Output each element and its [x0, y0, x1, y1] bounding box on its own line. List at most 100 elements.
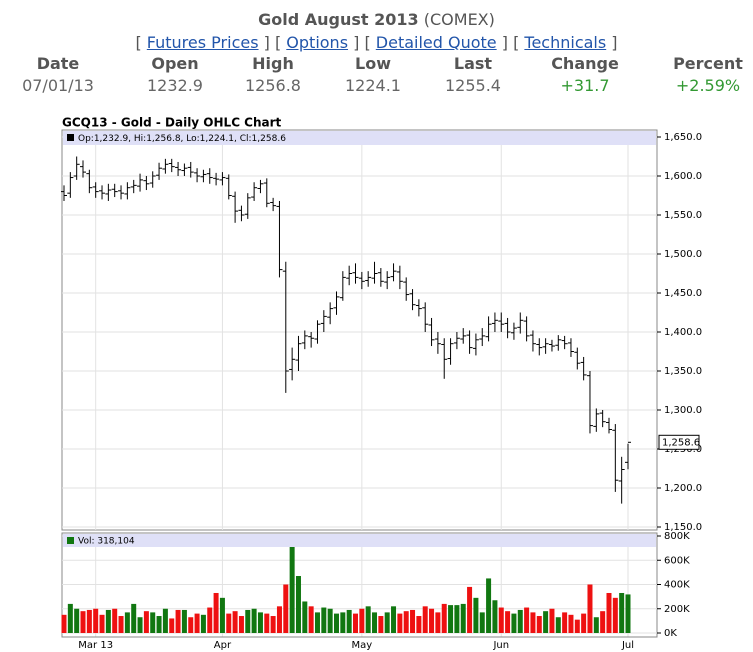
legend: Vol: 318,104	[78, 537, 135, 547]
volume-bar	[505, 611, 511, 633]
volume-bar	[283, 584, 289, 633]
quote-value: 07/01/13	[22, 76, 94, 95]
legend-band	[63, 131, 656, 145]
volume-bar	[365, 606, 371, 633]
volume-bar	[467, 586, 473, 633]
volume-bar	[619, 592, 625, 633]
y-tick-label: 1,300.0	[664, 405, 702, 416]
volume-bar	[448, 605, 454, 633]
volume-bar	[403, 611, 409, 633]
volume-bar	[200, 614, 206, 633]
quote-header: Low	[355, 54, 391, 73]
y-tick-label: 800K	[664, 531, 690, 542]
title: Gold August 2013	[258, 10, 419, 29]
volume-bar	[251, 608, 257, 633]
volume-bar	[473, 597, 479, 633]
volume-bar	[384, 612, 390, 633]
volume-bar	[188, 617, 194, 633]
legend-swatch	[67, 134, 74, 141]
y-tick-label: 1,450.0	[664, 288, 702, 299]
quote-header: Open	[151, 54, 199, 73]
volume-bar	[454, 605, 460, 633]
volume-bar	[517, 609, 523, 633]
volume-bar	[391, 606, 397, 633]
link[interactable]: Detailed Quote	[375, 33, 497, 52]
volume-bar	[181, 609, 187, 633]
volume-bar	[80, 611, 86, 633]
link[interactable]: Options	[286, 33, 349, 52]
volume-bar	[543, 611, 549, 633]
last-value-box	[658, 434, 700, 450]
volume-bar	[524, 607, 530, 633]
x-tick-label: Apr	[214, 640, 232, 651]
volume-bar	[219, 597, 225, 633]
volume-bar	[422, 606, 428, 633]
link[interactable]: Futures Prices	[146, 33, 259, 52]
volume-bar	[378, 616, 384, 633]
volume-bar	[429, 608, 435, 633]
header-title-line: Gold August 2013 (COMEX)	[0, 10, 753, 29]
y-tick-label: 1,600.0	[664, 171, 702, 182]
legend-swatch	[67, 537, 74, 544]
volume-bar	[143, 611, 149, 633]
volume-bar	[112, 608, 118, 633]
volume-bar	[321, 607, 327, 633]
volume-bar	[353, 613, 359, 633]
volume-bar	[612, 597, 618, 633]
volume-bar	[460, 603, 466, 633]
links: Futures Prices Options Detailed Quote Te…	[0, 33, 753, 52]
volume-bar	[289, 536, 295, 633]
legend: Op:1,232.9, Hi:1,256.8, Lo:1,224.1, Cl:1…	[78, 134, 286, 144]
volume-bar	[397, 613, 403, 633]
volume-bar	[194, 613, 200, 633]
quote-value: +2.59%	[675, 76, 741, 95]
volume-bar	[67, 603, 73, 633]
y-tick-label: 200K	[664, 604, 690, 615]
x-tick-label: May	[351, 640, 372, 651]
volume-bar	[137, 617, 143, 633]
volume-bar	[549, 608, 555, 633]
volume-bar	[410, 609, 416, 633]
y-tick-label: 1,400.0	[664, 327, 702, 338]
y-tick-label: 1,200.0	[664, 483, 702, 494]
quote-value: 1224.1	[345, 76, 401, 95]
y-tick-label: 400K	[664, 580, 690, 591]
volume-bar	[606, 592, 612, 633]
volume-bar	[270, 616, 276, 633]
volume-bar	[86, 609, 92, 633]
y-tick-label: 0K	[664, 628, 677, 639]
volume-bar	[346, 609, 352, 633]
volume-bar	[74, 608, 80, 633]
volume-bar	[340, 612, 346, 633]
y-tick-label: 1,500.0	[664, 249, 702, 260]
volume-bar	[555, 617, 561, 633]
x-tick-label: Jul	[621, 640, 634, 651]
link[interactable]: Technicals	[524, 33, 607, 52]
quote-value: 1255.4	[445, 76, 501, 95]
volume-bar	[314, 612, 320, 633]
volume-bar	[581, 613, 587, 633]
quote-header: Last	[453, 54, 493, 73]
volume-bar	[587, 584, 593, 633]
volume-bar	[593, 617, 599, 633]
volume-bar	[232, 611, 238, 633]
volume-bar	[511, 613, 517, 633]
quote-header: Change	[551, 54, 619, 73]
volume-bar	[175, 609, 181, 633]
quote-value: +31.7	[560, 76, 610, 95]
panel	[61, 129, 658, 531]
volume-bar	[308, 606, 314, 633]
y-tick-label: 1,550.0	[664, 210, 702, 221]
volume-bar	[99, 614, 105, 633]
volume-bar	[169, 618, 175, 633]
volume-bar	[238, 616, 244, 633]
quote-header: Percent	[673, 54, 743, 73]
volume-bar	[479, 612, 485, 633]
volume-bar	[295, 576, 301, 633]
quote-value: 1256.8	[245, 76, 301, 95]
volume-bar	[276, 606, 282, 633]
volume-bar	[150, 612, 156, 633]
volume-bar	[213, 592, 219, 633]
volume-bar	[61, 614, 67, 633]
